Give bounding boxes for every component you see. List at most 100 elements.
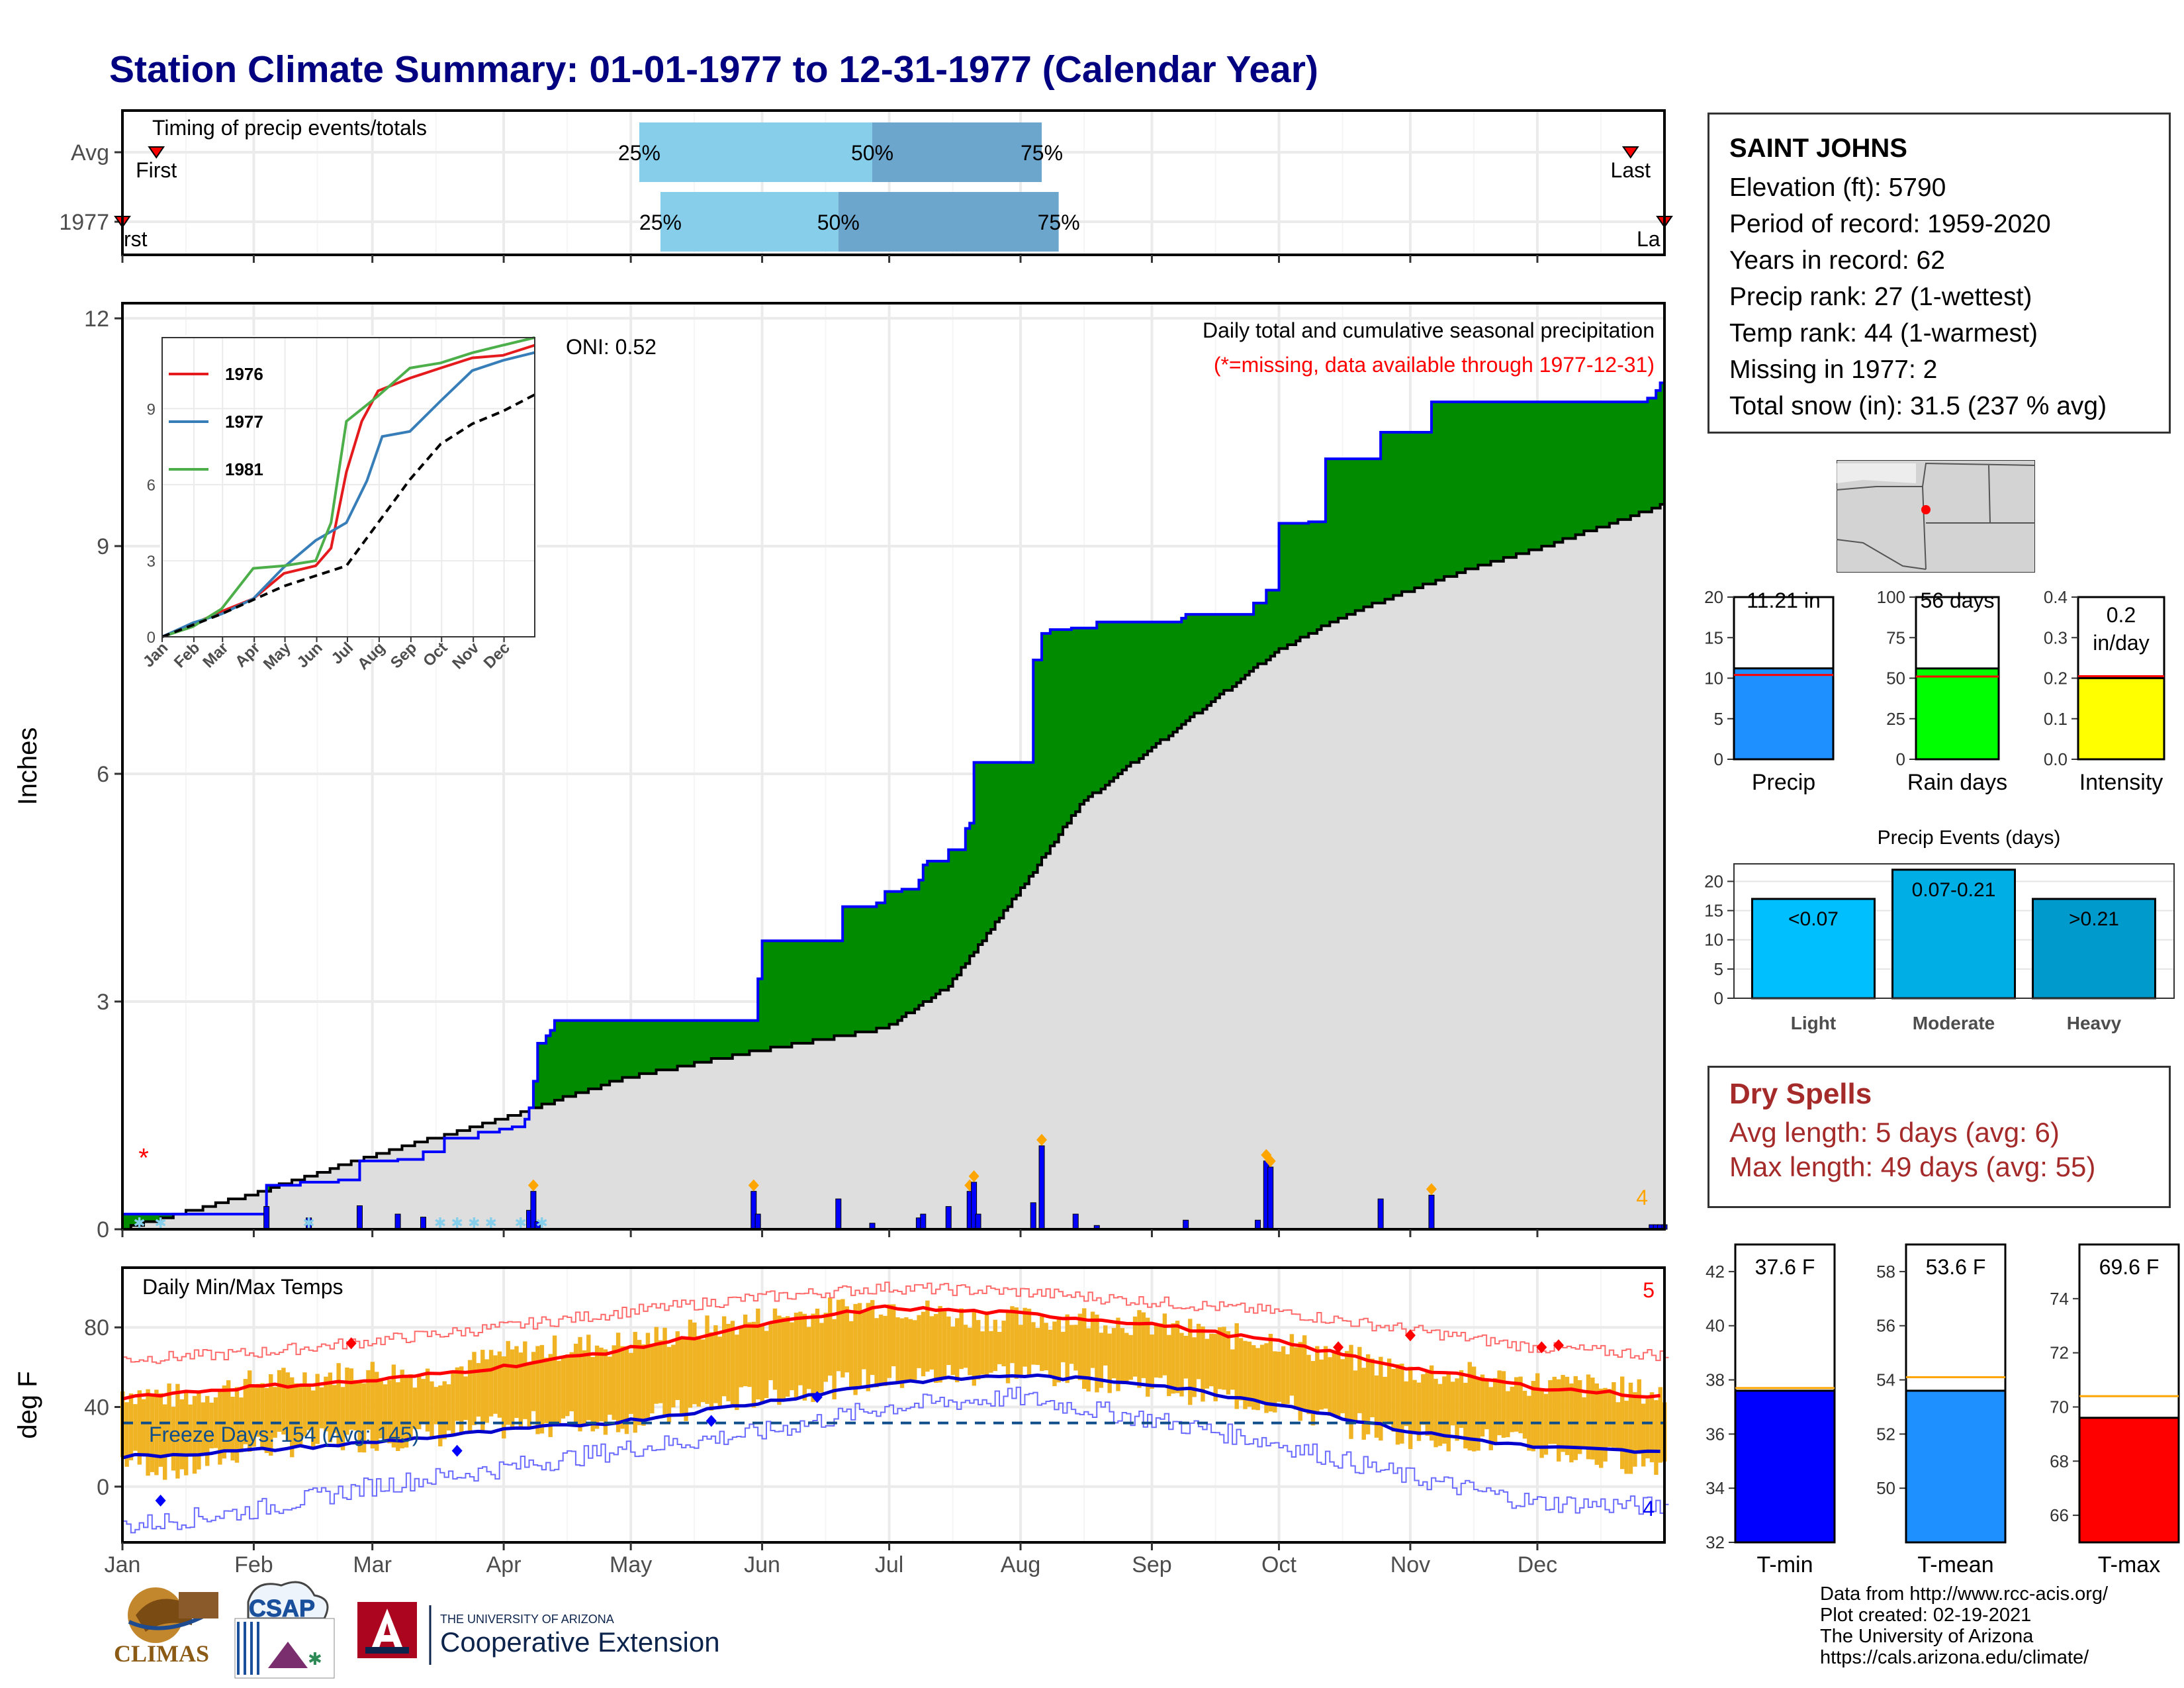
daily-temp-range-bar bbox=[1040, 1316, 1044, 1372]
daily-temp-range-bar bbox=[1273, 1351, 1277, 1413]
daily-temp-range-bar bbox=[306, 1383, 312, 1430]
daily-temp-range-bar bbox=[1213, 1334, 1218, 1401]
daily-temp-range-bar bbox=[1654, 1400, 1659, 1476]
daily-temp-range-bar bbox=[1048, 1329, 1053, 1376]
last-label-clipped: La bbox=[1637, 227, 1661, 251]
daily-temp-range-bar bbox=[578, 1336, 582, 1432]
timing-percent-label: 25% bbox=[618, 141, 660, 165]
daily-temp-range-bar bbox=[451, 1371, 455, 1436]
daily-temp-range-bar bbox=[1539, 1389, 1544, 1458]
daily-temp-range-bar bbox=[548, 1354, 553, 1437]
daily-temp-range-bar bbox=[1450, 1382, 1455, 1426]
precip-panel: 0 3 6 9 12 Inches ✱ ✱ ✱ ✱ ✱ ✱ ✱ ✱ ✱ * ONI: 0.52 Daily tot… bbox=[13, 302, 1668, 1243]
dry-spells-box: Dry Spells Avg length: 5 days (avg: 6) M… bbox=[1707, 1066, 2171, 1208]
temp-stat-y-tick-label: 32 bbox=[1706, 1532, 1725, 1552]
daily-temp-range-bar bbox=[1323, 1346, 1328, 1409]
timing-bar-50-75 bbox=[872, 122, 1042, 182]
daily-temp-range-bar bbox=[1619, 1376, 1625, 1470]
stat-bar-y-tick-label: 0.1 bbox=[2044, 709, 2068, 729]
station-snow: Total snow (in): 31.5 (237 % avg) bbox=[1729, 392, 2107, 420]
month-tick-label: Jul bbox=[875, 1552, 903, 1577]
precip-plot-frame bbox=[121, 302, 1666, 1231]
daily-temp-range-bar bbox=[480, 1350, 485, 1432]
stat-bar-label-2: in/day bbox=[2093, 631, 2149, 655]
daily-temp-range-bar bbox=[197, 1392, 201, 1470]
daily-temp-range-bar bbox=[1226, 1331, 1231, 1395]
daily-temp-range-bar bbox=[1383, 1376, 1387, 1422]
daily-temp-range-bar bbox=[1476, 1378, 1480, 1451]
daily-temp-range-bar bbox=[641, 1344, 646, 1426]
temp-stat-y-tick-label: 74 bbox=[2050, 1289, 2069, 1309]
timing-plot-frame bbox=[121, 109, 1666, 256]
daily-temp-range-bar bbox=[764, 1331, 769, 1399]
temp-stat-label: 53.6 F bbox=[1926, 1255, 1986, 1279]
daily-temp-range-bar bbox=[273, 1387, 277, 1438]
month-tick-label: Apr bbox=[486, 1552, 522, 1577]
daily-temp-range-bar bbox=[599, 1347, 604, 1422]
daily-temp-range-bar bbox=[1374, 1375, 1379, 1438]
daily-temp-range-bar bbox=[1349, 1344, 1353, 1439]
daily-temp-range-bar bbox=[760, 1325, 764, 1402]
daily-temp-range-bar bbox=[836, 1299, 841, 1372]
station-missing: Missing in 1977: 2 bbox=[1729, 355, 1938, 384]
daily-temp-range-bar bbox=[527, 1364, 531, 1429]
daily-temp-range-bar bbox=[862, 1311, 866, 1370]
daily-temp-range-bar bbox=[899, 1318, 905, 1388]
precip-event-bar bbox=[1751, 898, 1876, 1000]
inset-legend-label: 1977 bbox=[225, 412, 263, 432]
daily-temp-range-bar bbox=[163, 1404, 167, 1480]
daily-temp-range-bar bbox=[832, 1319, 837, 1399]
record-count: 4 bbox=[1636, 1186, 1648, 1209]
daily-temp-range-bar bbox=[1577, 1380, 1582, 1454]
daily-temp-range-bar bbox=[404, 1376, 409, 1448]
daily-temp-range-bar bbox=[1154, 1325, 1159, 1378]
daily-temp-range-bar bbox=[1281, 1346, 1286, 1406]
daily-temp-range-bar bbox=[357, 1381, 362, 1452]
temp-stat-y-tick-label: 68 bbox=[2050, 1451, 2069, 1471]
record-low-marker bbox=[811, 1391, 823, 1403]
daily-temp-range-bar bbox=[1412, 1380, 1417, 1432]
daily-temp-range-bar bbox=[539, 1344, 545, 1434]
daily-temp-range-bar bbox=[1001, 1321, 1006, 1367]
temp-stat-y-tick-label: 38 bbox=[1706, 1370, 1725, 1390]
daily-temp-range-bar bbox=[433, 1387, 439, 1425]
inset-y-tick-label: 3 bbox=[147, 553, 156, 571]
daily-temp-range-bar bbox=[552, 1335, 557, 1423]
month-tick-label: Aug bbox=[1001, 1552, 1041, 1577]
month-tick-label: Mar bbox=[353, 1552, 392, 1577]
daily-temp-range-bar bbox=[756, 1308, 760, 1400]
temp-stat-y-tick-label: 54 bbox=[1876, 1370, 1895, 1390]
daily-temp-range-bar bbox=[984, 1311, 989, 1378]
stat-bar-y-tick-label: 25 bbox=[1886, 709, 1905, 729]
daily-temp-range-bar bbox=[523, 1341, 527, 1419]
daily-temp-range-bar bbox=[1277, 1351, 1281, 1402]
daily-temp-range-bar bbox=[1357, 1346, 1362, 1413]
daily-temp-range-bar bbox=[1306, 1354, 1311, 1415]
daily-temp-range-bar bbox=[332, 1385, 337, 1433]
daily-temp-range-bar bbox=[383, 1384, 388, 1442]
credit-date: Plot created: 02-19-2021 bbox=[1820, 1605, 2032, 1626]
daily-temp-range-bar bbox=[790, 1322, 794, 1391]
month-tick-label: Jun bbox=[744, 1552, 780, 1577]
daily-temp-range-bar bbox=[798, 1311, 803, 1385]
daily-temp-range-bar bbox=[1628, 1382, 1633, 1474]
daily-temp-range-bar bbox=[1531, 1381, 1535, 1452]
daily-temp-range-bar bbox=[590, 1356, 595, 1432]
dry-spells-max: Max length: 49 days (avg: 55) bbox=[1729, 1151, 2096, 1182]
daily-temp-range-bar bbox=[895, 1317, 900, 1383]
credit-university: The University of Arizona bbox=[1820, 1626, 2034, 1647]
precip-event-category: Moderate bbox=[1913, 1013, 1995, 1033]
precip-cumulative-group bbox=[122, 377, 1664, 1229]
daily-temp-range-bar bbox=[637, 1340, 642, 1425]
stat-bar-y-tick-label: 0 bbox=[1714, 749, 1723, 769]
daily-record-marker bbox=[1265, 1154, 1276, 1167]
daily-temp-range-bar bbox=[1005, 1311, 1011, 1383]
daily-temp-range-bar bbox=[1162, 1313, 1167, 1376]
climas-text: CLIMAS bbox=[114, 1640, 209, 1667]
daily-temp-range-bar bbox=[1442, 1376, 1447, 1444]
daily-temp-range-bar bbox=[1332, 1352, 1337, 1415]
daily-temp-range-bar bbox=[1019, 1325, 1023, 1375]
daily-temp-range-bar bbox=[1294, 1347, 1298, 1410]
daily-temp-range-bar bbox=[963, 1325, 968, 1368]
daily-temp-range-bar bbox=[1543, 1393, 1549, 1455]
